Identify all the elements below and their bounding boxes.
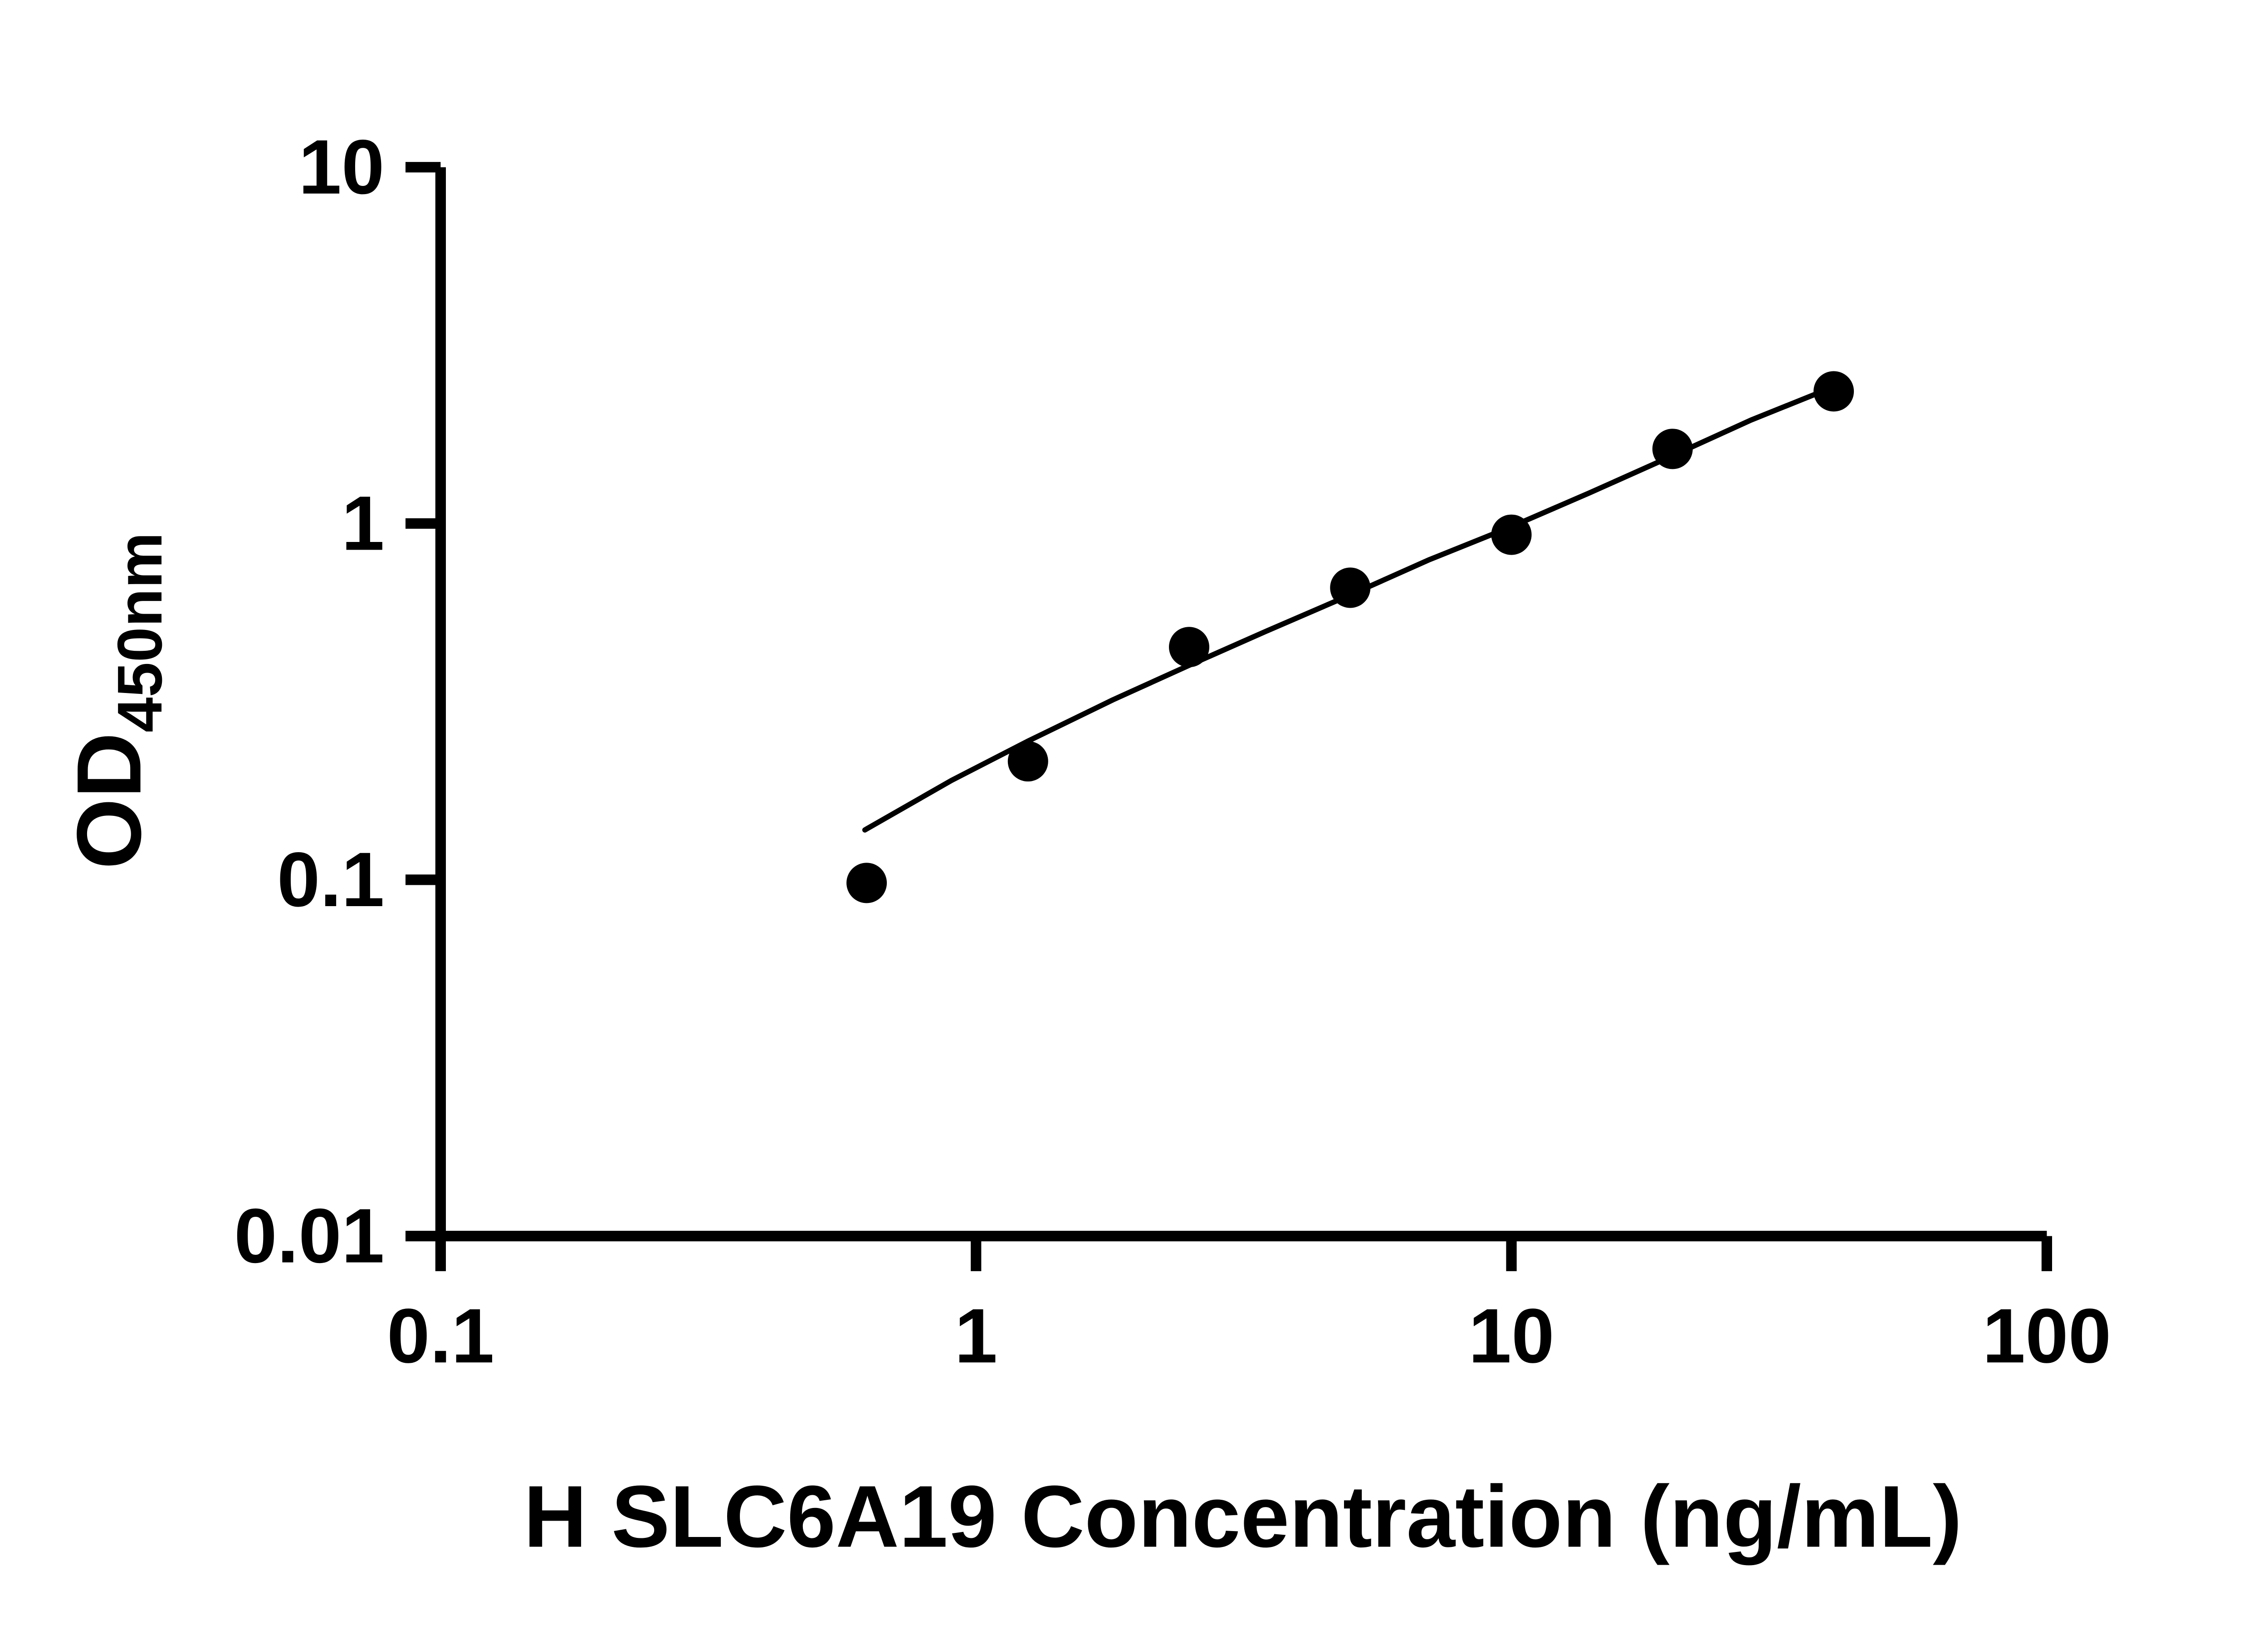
x-axis-title: H SLC6A19 Concentration (ng/mL) — [523, 1468, 1962, 1566]
data-point — [1491, 514, 1532, 555]
y-axis-tick-label: 0.1 — [277, 837, 385, 923]
y-axis-title-subscript: 450nm — [104, 532, 175, 732]
y-axis-tick-label: 0.01 — [234, 1193, 384, 1279]
axis-spines — [435, 167, 2047, 1242]
data-point — [1813, 371, 1854, 412]
x-axis-tick-label: 100 — [1982, 1293, 2111, 1379]
data-point — [1652, 429, 1693, 469]
x-axis-tick-label: 1 — [954, 1293, 997, 1379]
y-axis-tick-label: 1 — [342, 480, 385, 566]
y-axis-title-main: OD — [58, 732, 160, 869]
data-point — [1169, 627, 1210, 668]
data-point — [846, 863, 887, 903]
x-axis-tick-label: 0.1 — [387, 1293, 494, 1379]
y-axis-title: OD450nm — [58, 532, 175, 869]
x-axis-tick-label: 10 — [1468, 1293, 1554, 1379]
y-axis-tick-label: 10 — [298, 124, 384, 210]
data-point — [1007, 741, 1048, 782]
data-point — [1330, 567, 1371, 608]
